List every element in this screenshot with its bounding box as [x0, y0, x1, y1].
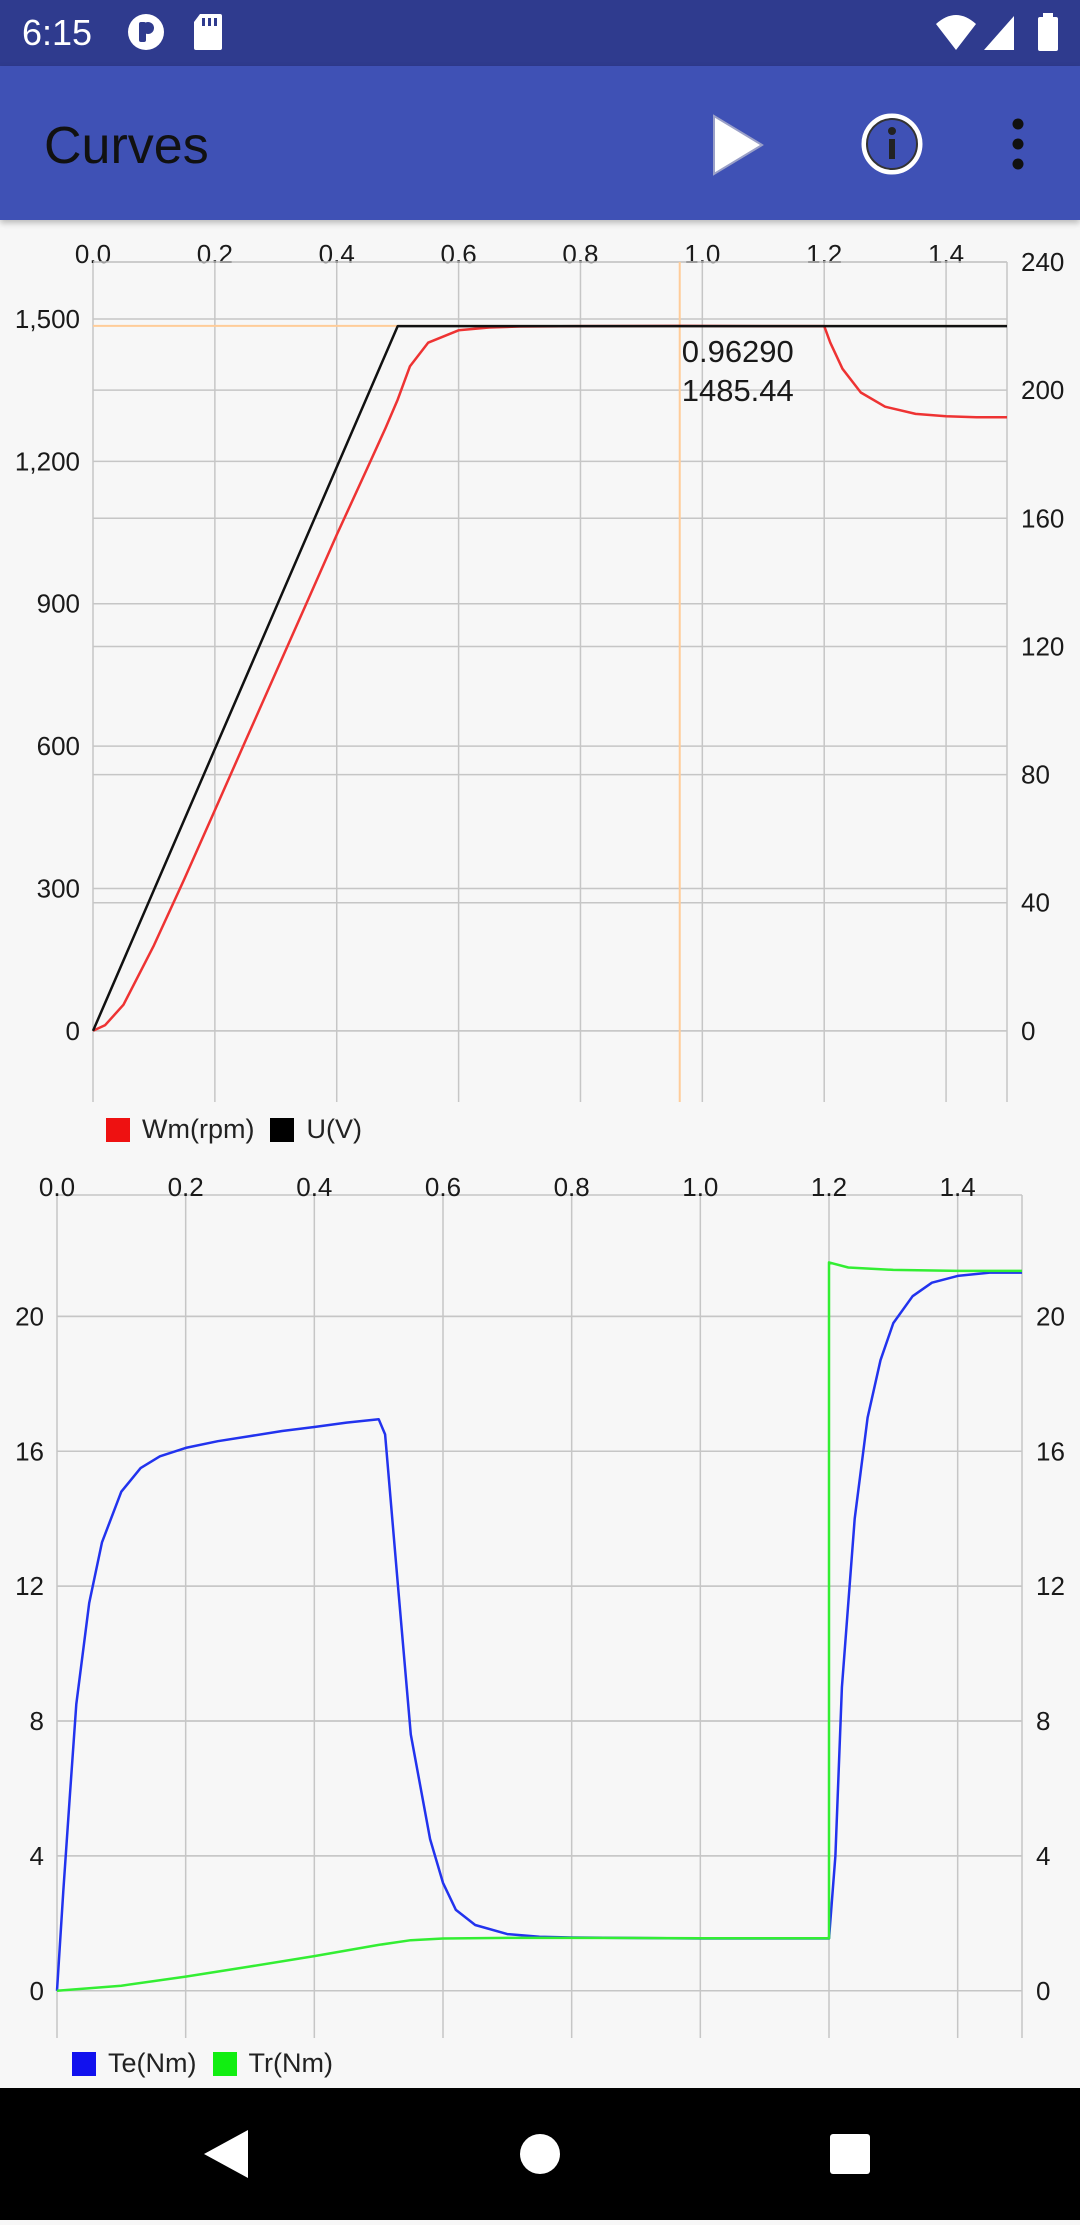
legend-swatch-tr — [212, 2051, 237, 2076]
sd-card-icon — [192, 12, 224, 57]
legend-label-u: U(V) — [306, 1114, 362, 1144]
chart2-legend: Te(Nm) Tr(Nm) — [72, 2048, 349, 2079]
back-button[interactable] — [156, 2088, 316, 2220]
chart2-x-tick-label: 0.2 — [168, 1172, 204, 1202]
chart1-x-tick-label: 0.6 — [441, 239, 477, 269]
chart2-y-right-tick-label: 20 — [1036, 1301, 1065, 1331]
chart2-x-tick-label: 0.6 — [425, 1172, 461, 1202]
chart1-x-tick-label: 1.2 — [806, 239, 842, 269]
chart1-y-left-tick-label: 0 — [66, 1016, 80, 1046]
info-button[interactable] — [858, 110, 926, 183]
chart2-y-left-tick-label: 4 — [30, 1841, 44, 1871]
chart2-y-right-tick-label: 16 — [1036, 1436, 1065, 1466]
chart1-cursor-readout: 1485.44 — [682, 373, 794, 408]
chart1-y-left-tick-label: 900 — [37, 589, 80, 619]
chart1-y-left-tick-label: 300 — [37, 873, 80, 903]
chart1-y-left-tick-label: 1,500 — [15, 304, 80, 334]
chart1-x-tick-label: 1.4 — [928, 239, 964, 269]
legend-item-wm: Wm(rpm) — [106, 1114, 254, 1145]
home-button[interactable] — [460, 2088, 620, 2220]
notification-app-icon — [126, 12, 166, 57]
chart2-y-left-tick-label: 20 — [15, 1301, 44, 1331]
app-title: Curves — [44, 117, 209, 175]
chart2-x-tick-label: 1.2 — [811, 1172, 847, 1202]
chart1-y-left-tick-label: 1,200 — [15, 446, 80, 476]
more-options-button[interactable] — [1000, 114, 1036, 179]
chart2-y-right-tick-label: 0 — [1036, 1976, 1050, 2006]
chart1-y-right-tick-label: 120 — [1021, 631, 1064, 661]
chart2-x-tick-label: 1.0 — [682, 1172, 718, 1202]
chart1-series-line-wmrpm — [92, 324, 1007, 1032]
app-bar: Curves — [0, 66, 1080, 220]
play-icon — [713, 114, 764, 176]
legend-swatch-wm — [106, 1117, 130, 1142]
legend-item-tr: Tr(Nm) — [212, 2048, 333, 2079]
chart2-series-line-tenm — [55, 1271, 1022, 1991]
legend-swatch-u — [270, 1117, 295, 1142]
more-vert-icon — [1012, 118, 1024, 170]
chart1-series-line-uv — [91, 324, 1007, 1032]
cell-signal-icon — [982, 12, 1016, 57]
chart1-y-right-tick-label: 40 — [1021, 888, 1050, 918]
chart1-x-tick-label: 1.0 — [684, 239, 720, 269]
status-time: 6:15 — [22, 12, 93, 53]
chart1-x-tick-label: 0.8 — [562, 239, 598, 269]
chart2-y-left-tick-label: 16 — [15, 1436, 44, 1466]
chart1-y-right-tick-label: 0 — [1021, 1016, 1035, 1046]
info-icon — [861, 113, 923, 175]
chart1-x-tick-label: 0.4 — [319, 239, 355, 269]
chart2-y-left-tick-label: 0 — [30, 1976, 44, 2006]
chart1-y-right-tick-label: 160 — [1021, 503, 1064, 533]
chart1-x-tick-label: 0.0 — [75, 239, 111, 269]
navigation-bar — [0, 2088, 1080, 2220]
charts-area: 0.0 0.2 0.4 0.6 0.8 1.0 1.2 1.4 0 300 600 900 1,200 1… — [0, 220, 1080, 2088]
legend-swatch-te — [72, 2051, 96, 2076]
recents-icon — [830, 2134, 870, 2174]
home-icon — [520, 2134, 560, 2174]
chart2-y-left-tick-label: 8 — [30, 1706, 44, 1736]
chart2-y-right-tick-label: 4 — [1036, 1841, 1050, 1871]
wifi-icon — [934, 12, 978, 57]
legend-label-wm: Wm(rpm) — [142, 1114, 255, 1144]
legend-label-tr: Tr(Nm) — [248, 2048, 333, 2078]
chart2-series-line-trnm — [56, 1261, 1022, 1993]
chart2-x-tick-label: 0.4 — [296, 1172, 332, 1202]
chart1-cursor-readout: 0.96290 — [682, 334, 794, 369]
chart2-x-tick-label: 0.8 — [554, 1172, 590, 1202]
chart2-y-left-tick-label: 12 — [15, 1571, 44, 1601]
chart1-legend: Wm(rpm) U(V) — [106, 1114, 378, 1145]
legend-item-te: Te(Nm) — [72, 2048, 197, 2079]
charts-canvas[interactable]: 0.0 0.2 0.4 0.6 0.8 1.0 1.2 1.4 0 300 600 900 1,200 1… — [0, 220, 1080, 2088]
play-button[interactable] — [700, 110, 770, 185]
battery-icon — [1036, 12, 1060, 57]
chart1-y-right-tick-label: 240 — [1021, 247, 1064, 277]
legend-item-u: U(V) — [270, 1114, 362, 1145]
legend-label-te: Te(Nm) — [108, 2048, 197, 2078]
chart2-y-right-tick-label: 12 — [1036, 1571, 1065, 1601]
chart1-y-left-tick-label: 600 — [37, 731, 80, 761]
back-icon — [204, 2130, 248, 2178]
chart2-y-right-tick-label: 8 — [1036, 1706, 1050, 1736]
chart2-x-tick-label: 1.4 — [940, 1172, 976, 1202]
recents-button[interactable] — [770, 2088, 930, 2220]
chart1-y-right-tick-label: 80 — [1021, 760, 1050, 790]
chart2-x-tick-label: 0.0 — [39, 1172, 75, 1202]
status-bar: 6:15 — [0, 0, 1080, 66]
chart1-x-tick-label: 0.2 — [197, 239, 233, 269]
chart1-y-right-tick-label: 200 — [1021, 375, 1064, 405]
